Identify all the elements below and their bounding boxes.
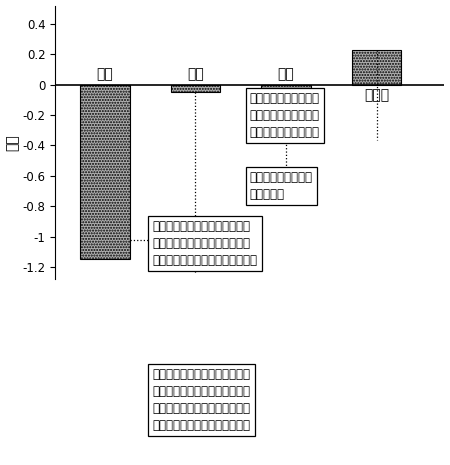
Y-axis label: 万人: 万人 xyxy=(5,134,19,151)
Text: 資金、資材、人材、
時間の管理: 資金、資材、人材、 時間の管理 xyxy=(250,171,313,201)
Bar xyxy=(80,85,130,259)
Text: 他者に合わせた調整、
他者との違いの調和、
他者の反応の理解など: 他者に合わせた調整、 他者との違いの調和、 他者の反応の理解など xyxy=(250,92,320,139)
Text: 機器の操作・保守点検・修理、
操作エラーへの対処、品質管理
分析、機器の選定・設置、技術
デザイン、プログラミングなど: 機器の操作・保守点検・修理、 操作エラーへの対処、品質管理 分析、機器の選定・設… xyxy=(153,368,251,432)
Bar xyxy=(171,85,220,92)
Text: 製造: 製造 xyxy=(97,67,113,81)
Bar xyxy=(351,50,401,85)
Text: 管理: 管理 xyxy=(278,67,294,81)
Bar xyxy=(261,85,311,87)
Text: 科学や数学を使って問顔を解く
作業、複雑な問顔の解決、意思
決定、情報の理解、読み書きなど: 科学や数学を使って問顔を解く 作業、複雑な問顔の解決、意思 決定、情報の理解、読… xyxy=(153,220,257,267)
Text: 社会的: 社会的 xyxy=(364,88,389,102)
Text: 思考: 思考 xyxy=(187,67,204,81)
